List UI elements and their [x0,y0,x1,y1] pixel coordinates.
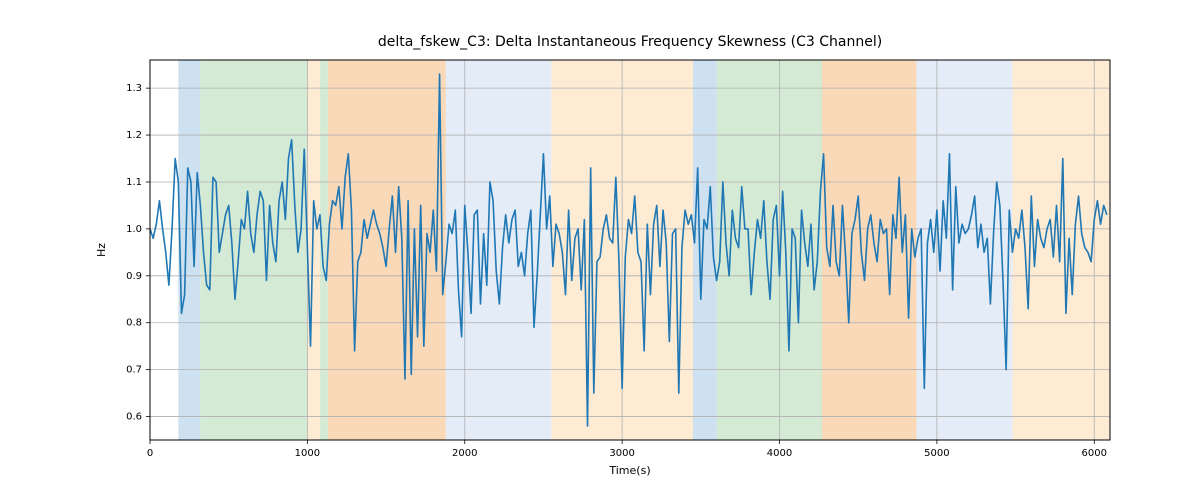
y-tick-label: 0.6 [126,412,142,423]
y-tick-label: 1.3 [126,83,142,94]
x-tick-label: 1000 [295,448,320,459]
y-tick-label: 1.2 [126,130,142,141]
y-tick-label: 0.9 [126,271,142,282]
y-axis-label: Hz [95,243,108,257]
y-tick-label: 1.0 [126,224,142,235]
y-tick-label: 0.8 [126,318,142,329]
y-tick-label: 0.7 [126,365,142,376]
line-chart: 0 1000 2000 3000 4000 5000 6000 0.6 0.7 0.8 0.9 1.0… [0,0,1200,500]
background-bands [178,60,1110,440]
x-tick-label: 2000 [452,448,477,459]
x-axis: 0 1000 2000 3000 4000 5000 6000 [147,440,1107,459]
x-tick-label: 3000 [609,448,634,459]
y-tick-label: 1.1 [126,177,142,188]
y-axis: 0.6 0.7 0.8 0.9 1.0 1.1 1.2 1.3 [126,83,150,422]
x-tick-label: 0 [147,448,153,459]
chart-title: delta_fskew_C3: Delta Instantaneous Freq… [378,34,882,50]
x-tick-label: 4000 [767,448,792,459]
x-tick-label: 6000 [1082,448,1107,459]
x-axis-label: Time(s) [608,464,650,477]
x-tick-label: 5000 [924,448,949,459]
chart-container: 0 1000 2000 3000 4000 5000 6000 0.6 0.7 0.8 0.9 1.0… [0,0,1200,500]
